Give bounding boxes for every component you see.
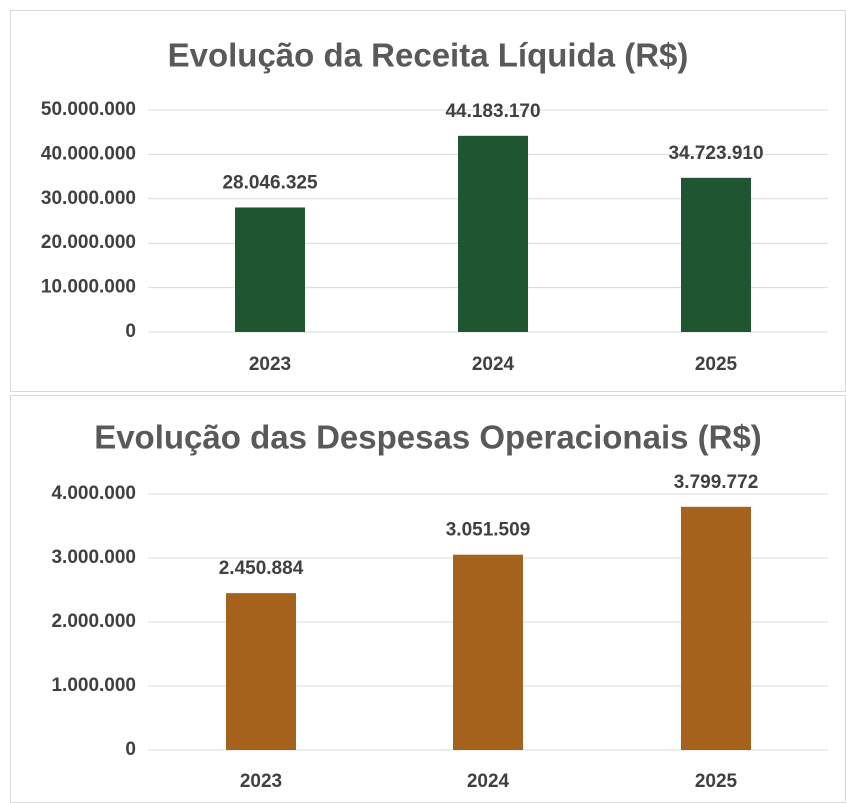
x-tick-label: 2025 — [695, 771, 738, 792]
y-tick-label: 10.000.000 — [41, 277, 136, 298]
bar — [235, 207, 305, 332]
y-tick-label: 20.000.000 — [41, 232, 136, 253]
bar — [226, 593, 296, 750]
chart-title: Evolução da Receita Líquida (R$) — [168, 37, 689, 74]
data-label: 28.046.325 — [222, 172, 318, 193]
x-tick-label: 2023 — [240, 771, 282, 792]
y-tick-label: 3.000.000 — [51, 547, 136, 568]
x-tick-label: 2024 — [472, 354, 515, 375]
x-tick-label: 2023 — [249, 354, 291, 375]
x-tick-label: 2024 — [467, 771, 510, 792]
data-label: 3.799.772 — [674, 472, 759, 493]
data-label: 2.450.884 — [219, 558, 304, 579]
bar — [681, 177, 751, 332]
y-tick-label: 4.000.000 — [51, 483, 136, 504]
chart-title: Evolução das Despesas Operacionais (R$) — [94, 419, 762, 456]
bar — [458, 135, 528, 332]
data-label: 3.051.509 — [446, 520, 531, 541]
y-tick-label: 30.000.000 — [41, 188, 136, 209]
data-label: 34.723.910 — [668, 143, 763, 164]
y-tick-label: 0 — [125, 321, 136, 342]
bar — [681, 506, 751, 750]
bar — [453, 554, 523, 750]
y-tick-label: 2.000.000 — [51, 611, 136, 632]
data-label: 44.183.170 — [445, 101, 540, 122]
y-tick-label: 1.000.000 — [51, 675, 136, 696]
x-tick-label: 2025 — [695, 354, 738, 375]
y-tick-label: 40.000.000 — [41, 143, 136, 164]
y-tick-label: 50.000.000 — [41, 99, 136, 120]
y-tick-label: 0 — [125, 739, 136, 760]
